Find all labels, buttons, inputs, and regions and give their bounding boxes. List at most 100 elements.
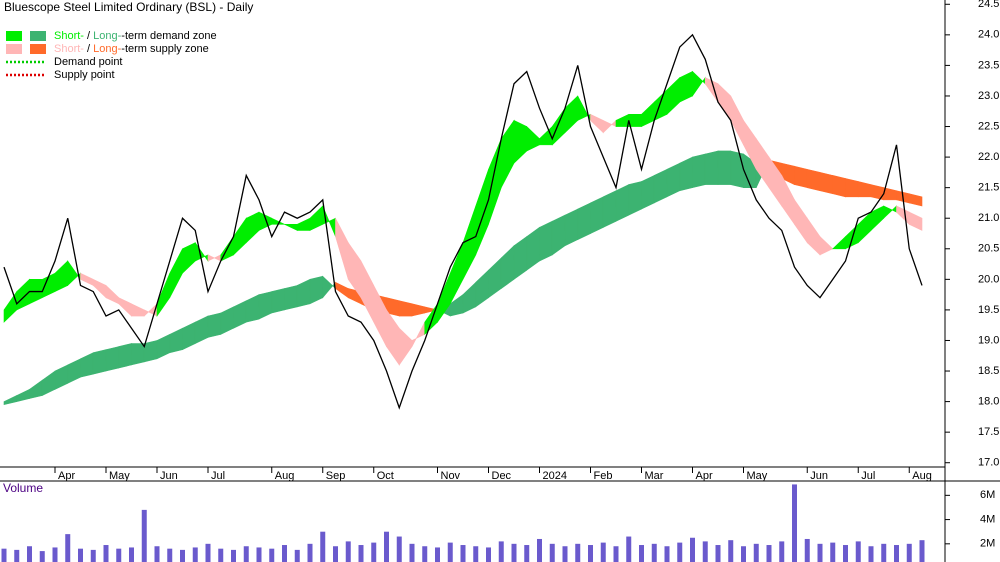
volume-bar xyxy=(39,551,45,562)
zone-segment xyxy=(284,285,298,311)
volume-bar xyxy=(231,549,236,562)
zone-segment xyxy=(730,150,744,189)
zone-segment xyxy=(564,208,579,247)
x-tick-label: Nov xyxy=(441,470,461,482)
volume-bar xyxy=(753,543,759,562)
volume-bar xyxy=(65,534,71,562)
y-tick-label: 19.0 xyxy=(978,334,999,346)
volume-bar xyxy=(384,531,389,562)
volume-bar xyxy=(613,546,619,562)
volume-label: Volume xyxy=(3,481,43,495)
legend-text: Short- xyxy=(54,43,84,55)
volume-bar xyxy=(320,531,326,562)
volume-bar xyxy=(575,543,581,562)
zone-segment xyxy=(628,114,642,127)
volume-panel: 2M 4M 6M xyxy=(1,484,995,562)
zone-segment xyxy=(679,156,693,192)
y-tick-label: 17.0 xyxy=(978,457,999,469)
zone-segment xyxy=(398,300,413,317)
volume-bar xyxy=(511,543,517,562)
y-tick-label: 21.0 xyxy=(978,212,999,224)
volume-bar xyxy=(486,547,491,562)
x-tick-label: Apr xyxy=(58,470,75,482)
zone-segment xyxy=(908,211,923,231)
chart-title: Bluescope Steel Limited Ordinary (BSL) -… xyxy=(4,0,253,14)
volume-bar xyxy=(664,546,670,562)
zones xyxy=(3,70,923,406)
volume-bar xyxy=(460,545,466,562)
x-tick-label: May xyxy=(747,470,768,482)
x-tick-label: Sep xyxy=(326,470,346,482)
x-tick-label: 2024 xyxy=(543,470,567,482)
volume-bar xyxy=(881,543,887,562)
x-tick-label: Feb xyxy=(594,470,613,482)
volume-bar xyxy=(804,538,810,562)
zone-segment xyxy=(105,346,120,372)
zone-segment xyxy=(207,312,222,338)
volume-bar xyxy=(52,547,58,562)
zone-segment xyxy=(666,162,681,198)
y-tick-label: 23.5 xyxy=(978,59,999,71)
volume-bar xyxy=(269,548,275,562)
volume-bar xyxy=(626,536,632,562)
volume-bar xyxy=(779,541,785,562)
zone-segment xyxy=(704,150,719,185)
volume-bar xyxy=(154,546,160,562)
zone-segment xyxy=(92,349,107,375)
volume-bar xyxy=(537,538,542,562)
zone-segment xyxy=(692,153,706,189)
volume-bar xyxy=(205,543,211,562)
legend-label: Short- / Long--term supply zone xyxy=(54,43,209,55)
volume-bar xyxy=(830,542,836,562)
legend-text: -term supply zone xyxy=(121,43,208,55)
zone-segment xyxy=(143,340,158,363)
y-tick-label: 18.0 xyxy=(978,396,999,408)
x-tick-label: Mar xyxy=(645,470,664,482)
zone-segment xyxy=(590,196,604,234)
y-tick-label: 20.5 xyxy=(978,243,999,255)
zone-segment xyxy=(539,220,553,262)
volume-bar xyxy=(141,509,147,562)
zone-segment xyxy=(908,193,923,207)
volume-bar xyxy=(27,546,32,562)
x-tick-label: Aug xyxy=(912,470,932,482)
zone-segment xyxy=(653,168,668,204)
volume-bar xyxy=(409,543,415,562)
volume-bar xyxy=(906,543,912,562)
zone-segment xyxy=(819,171,834,195)
volume-bar xyxy=(1,548,7,562)
legend-label: Supply point xyxy=(54,69,115,81)
volume-bar xyxy=(435,547,440,562)
volume-bar xyxy=(855,541,861,562)
zone-segment xyxy=(806,168,821,192)
legend-text: / xyxy=(84,43,93,55)
legend-label: Demand point xyxy=(54,56,123,68)
volume-bar xyxy=(282,545,287,562)
volume-bar xyxy=(218,548,224,562)
x-tick-label: Jul xyxy=(211,470,225,482)
volume-bar xyxy=(103,545,109,562)
legend-swatch xyxy=(6,44,22,54)
volume-bar xyxy=(333,546,338,562)
legend-text: Long- xyxy=(93,43,121,55)
volume-tick-label: 2M xyxy=(980,538,995,550)
price-line xyxy=(3,33,923,410)
y-tick-label: 24.0 xyxy=(978,29,999,41)
volume-bar xyxy=(14,549,20,562)
legend-label: Short- / Long--term demand zone xyxy=(54,30,217,42)
zone-segment xyxy=(717,150,732,185)
volume-bar xyxy=(868,546,874,562)
zone-segment xyxy=(577,202,591,241)
volume-bar xyxy=(116,548,122,562)
volume-bar xyxy=(600,542,606,562)
volume-bar xyxy=(167,548,173,562)
legend-swatch xyxy=(30,44,46,54)
y-tick-label: 20.0 xyxy=(978,273,999,285)
volume-tick-label: 4M xyxy=(980,513,995,525)
volume-bar xyxy=(192,547,198,562)
y-tick-label: 23.0 xyxy=(978,90,999,102)
volume-bar xyxy=(741,546,746,562)
volume-bar xyxy=(677,542,683,562)
volume-bar xyxy=(396,536,402,562)
volume-bar xyxy=(180,549,185,562)
